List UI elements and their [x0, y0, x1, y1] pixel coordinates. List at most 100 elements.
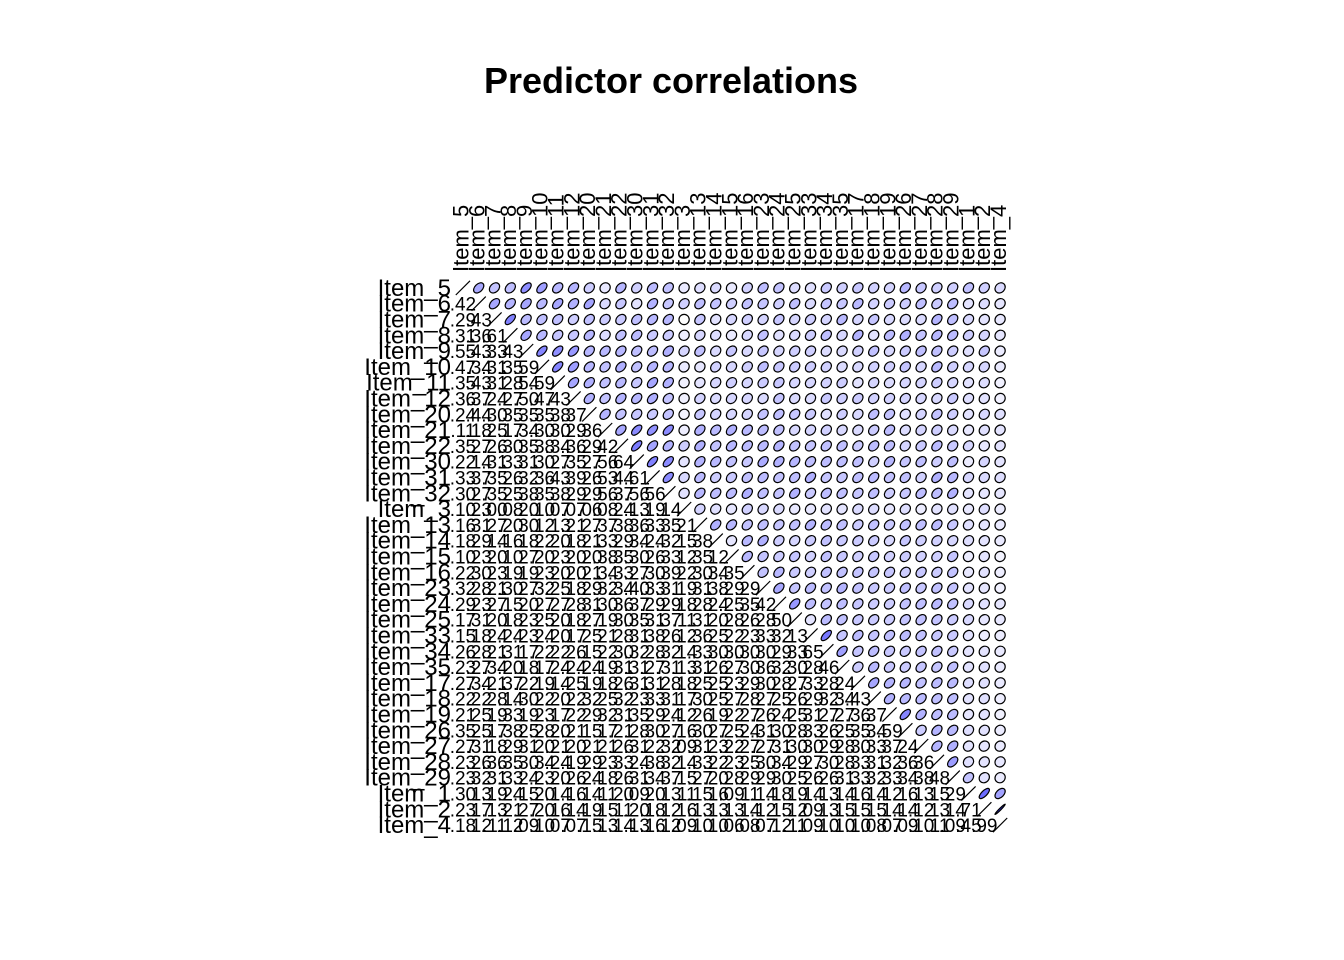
- col-label: Item_4: [986, 205, 1011, 272]
- correlation-cells: .42.29.43.31.36.61.55.43.33.43.47.34.31.…: [450, 280, 1008, 837]
- corr-ellipse: [962, 550, 975, 563]
- row-label: Item_6: [378, 291, 451, 318]
- corr-ellipse: [757, 345, 769, 357]
- corr-ellipse: [741, 424, 754, 436]
- corr-ellipse: [757, 408, 769, 421]
- corr-value: .34: [892, 769, 919, 790]
- corr-diagonal: [660, 485, 676, 501]
- corr-ellipse: [994, 613, 1006, 626]
- corr-ellipse: [978, 708, 991, 721]
- corr-value: .22: [592, 642, 618, 663]
- corr-ellipse: [694, 471, 706, 484]
- corr-ellipse: [662, 282, 675, 294]
- corr-ellipse: [820, 455, 833, 468]
- corr-value: .34: [513, 421, 540, 442]
- corr-value: .11: [924, 816, 949, 837]
- col-label: Item_31: [638, 193, 663, 273]
- corr-value: .16: [497, 532, 523, 553]
- corr-value: .21: [481, 579, 507, 600]
- corr-ellipse: [867, 329, 880, 342]
- row-label: Item_34: [364, 638, 451, 665]
- corr-value: .12: [876, 785, 902, 806]
- corr-value: .30: [750, 642, 776, 663]
- corr-ellipse: [820, 613, 833, 626]
- corr-ellipse: [694, 424, 706, 436]
- corr-ellipse: [820, 376, 833, 389]
- corr-ellipse: [741, 313, 754, 326]
- corr-ellipse: [962, 376, 975, 389]
- corr-value: .14: [671, 642, 698, 663]
- corr-ellipse: [836, 424, 848, 436]
- corr-ellipse: [915, 582, 927, 594]
- corr-value: .13: [671, 658, 697, 679]
- corr-value: .14: [560, 800, 587, 821]
- corr-ellipse: [741, 392, 754, 405]
- corr-value: .27: [781, 674, 807, 695]
- corr-ellipse: [694, 345, 706, 357]
- corr-value: .30: [623, 548, 649, 569]
- corr-value: .30: [813, 753, 839, 774]
- corr-value: .37: [860, 706, 886, 727]
- corr-ellipse: [646, 408, 659, 421]
- corr-value: .35: [687, 548, 713, 569]
- corr-value: .30: [766, 721, 792, 742]
- corr-ellipse: [757, 313, 769, 326]
- corr-value: .61: [623, 469, 649, 490]
- corr-ellipse: [883, 471, 896, 484]
- corr-value: .36: [529, 469, 555, 490]
- col-label: Item_32: [654, 193, 679, 273]
- corr-ellipse: [978, 534, 991, 547]
- row-label: Item_4: [378, 812, 451, 839]
- corr-value: .28: [639, 642, 665, 663]
- corr-value: .10: [702, 816, 728, 837]
- corr-value: .56: [592, 484, 618, 505]
- corr-ellipse: [978, 282, 991, 294]
- corr-value: .19: [639, 500, 665, 521]
- corr-ellipse: [883, 566, 896, 579]
- corr-diagonal: [787, 612, 803, 628]
- corr-diagonal: [581, 406, 597, 422]
- corr-value: .20: [529, 785, 555, 806]
- corr-value: .13: [702, 800, 728, 821]
- corr-ellipse: [788, 550, 801, 563]
- corr-ellipse: [678, 376, 690, 389]
- corr-value: .43: [465, 311, 491, 332]
- corr-value: .33: [797, 721, 823, 742]
- corr-ellipse: [946, 613, 959, 626]
- corr-ellipse: [583, 392, 596, 405]
- corr-ellipse: [836, 613, 848, 626]
- corr-ellipse: [757, 361, 769, 373]
- corr-value: .13: [655, 785, 681, 806]
- corr-ellipse: [899, 661, 912, 673]
- col-label: Item_27: [907, 193, 932, 273]
- corr-ellipse: [804, 582, 817, 594]
- corr-value: .09: [671, 737, 697, 758]
- col-label: Item_23: [749, 193, 774, 273]
- corr-value: .27: [702, 721, 728, 742]
- corr-value: .14: [576, 785, 603, 806]
- corr-ellipse: [804, 566, 817, 579]
- corr-value: .27: [497, 390, 523, 411]
- corr-value: .31: [655, 690, 681, 711]
- corr-value: .35: [450, 437, 476, 458]
- corr-ellipse: [994, 503, 1006, 515]
- corr-value: .20: [529, 800, 555, 821]
- corr-ellipse: [946, 566, 959, 579]
- corr-ellipse: [915, 550, 927, 563]
- corr-value: .24: [734, 721, 761, 742]
- corr-ellipse: [583, 297, 596, 310]
- corr-ellipse: [615, 376, 627, 389]
- corr-value: .22: [560, 690, 586, 711]
- corr-value: .30: [639, 563, 665, 584]
- corr-value: .26: [813, 721, 839, 742]
- corr-ellipse: [994, 740, 1006, 752]
- corr-value: .14: [860, 785, 887, 806]
- corr-value: .25: [576, 627, 602, 648]
- corr-ellipse: [852, 566, 864, 579]
- corr-ellipse: [709, 408, 722, 421]
- corr-ellipse: [725, 376, 738, 389]
- corr-diagonal: [929, 754, 945, 770]
- corr-ellipse: [915, 361, 927, 373]
- corr-value: .33: [639, 516, 665, 537]
- corr-value: .30: [734, 642, 760, 663]
